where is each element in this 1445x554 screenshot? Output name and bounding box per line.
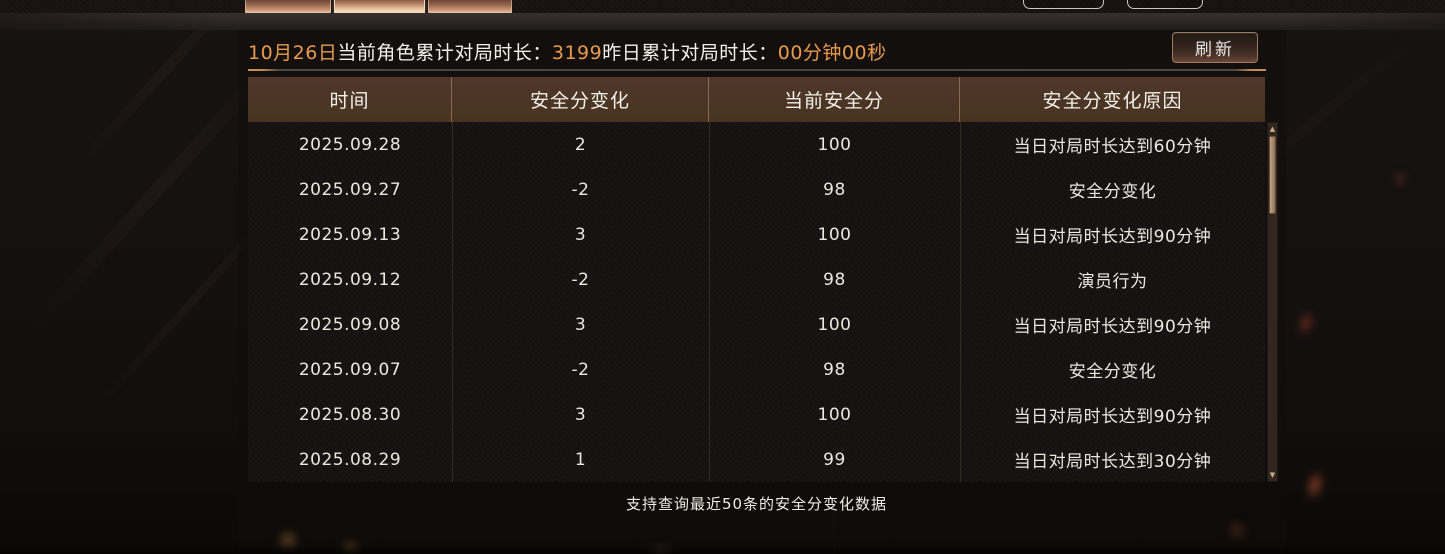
cell-change: 3 — [574, 404, 587, 425]
cell-change: 1 — [574, 449, 587, 470]
cell-score: 99 — [823, 449, 846, 470]
cell-reason: 当日对局时长达到60分钟 — [1013, 137, 1212, 157]
cell-change: 3 — [574, 314, 587, 335]
column-header-time: 时间 — [248, 77, 452, 122]
table-row: 2025.09.28 2 100 当日对局时长达到60分钟 — [248, 122, 1265, 167]
yesterday-duration-label: 昨日累计对局时长： — [602, 42, 778, 64]
table-row: 2025.08.30 3 100 当日对局时长达到90分钟 — [248, 392, 1265, 437]
cell-reason: 演员行为 — [1077, 272, 1148, 292]
cell-score: 100 — [817, 404, 852, 425]
cell-change: 3 — [574, 224, 587, 245]
cell-score: 98 — [823, 179, 846, 200]
column-divider — [452, 122, 453, 482]
yesterday-duration-value: 00分钟00秒 — [777, 42, 887, 64]
cell-score: 100 — [817, 134, 852, 155]
column-divider — [960, 122, 961, 482]
ember-glow — [1395, 170, 1405, 188]
cell-score: 100 — [817, 314, 852, 335]
cell-date: 2025.09.12 — [298, 269, 402, 290]
today-duration-label: 当前角色累计对局时长： — [337, 42, 552, 64]
table-row: 2025.09.13 3 100 当日对局时长达到90分钟 — [248, 212, 1265, 257]
header-divider — [248, 69, 1266, 71]
cell-reason: 安全分变化 — [1068, 362, 1157, 382]
cell-date: 2025.09.13 — [298, 224, 402, 245]
safety-score-table: 时间 安全分变化 当前安全分 安全分变化原因 2025.09.28 2 100 … — [248, 77, 1265, 482]
cell-change: -2 — [571, 179, 590, 200]
ember-glow — [1228, 520, 1246, 540]
scrollbar-up-icon[interactable]: ▲ — [1269, 125, 1276, 133]
cell-date: 2025.09.08 — [298, 314, 402, 335]
column-header-change-reason: 安全分变化原因 — [1042, 90, 1183, 112]
tab-left[interactable] — [245, 0, 331, 13]
cell-date: 2025.08.29 — [298, 449, 402, 470]
cell-change: -2 — [571, 269, 590, 290]
cell-reason: 安全分变化 — [1068, 182, 1157, 202]
table-scrollbar[interactable]: ▲ ▼ — [1267, 122, 1278, 482]
bottom-shade — [0, 544, 1445, 554]
query-limit-note: 支持查询最近50条的安全分变化数据 — [625, 495, 888, 513]
today-duration-value: 3199 — [551, 42, 603, 64]
table-row: 2025.09.12 -2 98 演员行为 — [248, 257, 1265, 302]
session-duration-line: 10月26日当前角色累计对局时长：3199昨日累计对局时长：00分钟00秒 — [248, 38, 887, 64]
cell-score: 100 — [817, 224, 852, 245]
cell-change: 2 — [574, 134, 587, 155]
top-bar — [0, 0, 1445, 13]
cell-date: 2025.08.30 — [298, 404, 402, 425]
table-row: 2025.09.08 3 100 当日对局时长达到90分钟 — [248, 302, 1265, 347]
cell-reason: 当日对局时长达到90分钟 — [1013, 227, 1212, 247]
scrollbar-thumb[interactable] — [1269, 136, 1276, 214]
column-divider — [709, 122, 710, 482]
top-right-button-1[interactable] — [1023, 0, 1104, 9]
table-body: 2025.09.28 2 100 当日对局时长达到60分钟 2025.09.27… — [248, 122, 1265, 482]
table-row: 2025.09.07 -2 98 安全分变化 — [248, 347, 1265, 392]
table-row: 2025.08.29 1 99 当日对局时长达到30分钟 — [248, 437, 1265, 482]
scrollbar-down-icon[interactable]: ▼ — [1269, 471, 1276, 479]
cell-reason: 当日对局时长达到90分钟 — [1013, 317, 1212, 337]
cell-date: 2025.09.07 — [298, 359, 402, 380]
cell-date: 2025.09.27 — [298, 179, 402, 200]
session-date: 10月26日 — [248, 42, 338, 64]
tab-active[interactable] — [334, 0, 425, 13]
header-band — [0, 13, 1445, 30]
cell-reason: 当日对局时长达到90分钟 — [1013, 407, 1212, 427]
cell-reason: 当日对局时长达到30分钟 — [1013, 452, 1212, 472]
cell-change: -2 — [571, 359, 590, 380]
refresh-button[interactable]: 刷新 — [1172, 32, 1258, 63]
table-row: 2025.09.27 -2 98 安全分变化 — [248, 167, 1265, 212]
cell-date: 2025.09.28 — [298, 134, 402, 155]
column-header-score-change: 安全分变化 — [452, 77, 709, 122]
table-header: 时间 安全分变化 当前安全分 安全分变化原因 — [248, 77, 1265, 122]
ember-glow — [1304, 468, 1326, 502]
cell-score: 98 — [823, 359, 846, 380]
top-right-button-2[interactable] — [1127, 0, 1203, 9]
cell-score: 98 — [823, 269, 846, 290]
column-header-current-score: 当前安全分 — [709, 77, 960, 122]
tab-right[interactable] — [428, 0, 512, 13]
ember-glow — [1295, 308, 1317, 338]
